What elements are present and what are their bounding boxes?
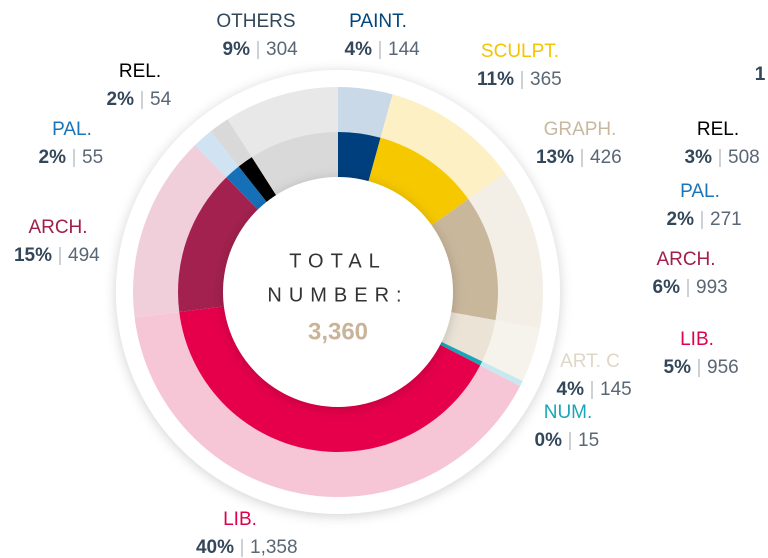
outer-arc (227, 87, 338, 159)
outer-arc (480, 319, 540, 381)
category-label: REL. (119, 61, 161, 82)
percent-label: 11% (477, 69, 514, 90)
center-label: TOTAL (289, 250, 387, 272)
category-label: PAINT. (349, 11, 407, 32)
outer-arc (466, 173, 543, 329)
percent-label: 13% (536, 147, 574, 168)
value-label: 144 (388, 39, 420, 60)
value-label: 54 (150, 89, 172, 110)
category-label: ART. C (560, 351, 620, 372)
inner-arc (367, 137, 469, 228)
outer-arc (194, 131, 240, 179)
labels: PAINT. 4% 144 SCULPT. 11% 365 GRAPH. 13% 426 ART.… (14, 11, 760, 558)
total: 3,360 (308, 318, 368, 345)
rings (133, 87, 543, 498)
outer-arc (134, 311, 521, 498)
value-label: 494 (68, 245, 100, 266)
percent-label: 2% (107, 89, 135, 110)
value-label: 271 (710, 209, 742, 230)
percent-label: 3% (685, 147, 713, 168)
category-label: SCULPT. (481, 41, 559, 62)
value-label: 304 (266, 39, 298, 60)
percent-label: 6% (653, 277, 681, 298)
inner-arc (179, 305, 481, 453)
value-label: 55 (82, 147, 103, 168)
value-label: 1,358 (250, 537, 298, 558)
inner-arc (338, 132, 381, 185)
category-label: REL. (697, 119, 739, 140)
percent-label: 0% (535, 430, 563, 451)
value-label: 508 (728, 147, 760, 168)
percent-label: 5% (664, 357, 692, 378)
value-label: 365 (530, 69, 562, 90)
inner-arc (437, 340, 483, 366)
value-label: 426 (590, 147, 622, 168)
inner-arc (238, 157, 278, 205)
value-label: 956 (707, 357, 739, 378)
outer-arc (210, 119, 253, 169)
percent-label: 4% (557, 379, 585, 400)
category-label: LIB. (680, 329, 714, 350)
outer-arc (478, 360, 523, 387)
center-label: NUMBER: (267, 284, 408, 306)
value-label: 993 (696, 277, 728, 298)
inner-arc (226, 166, 269, 212)
value-label: 15 (578, 430, 599, 451)
category-label: PAL. (52, 119, 92, 140)
value-label: 145 (600, 379, 632, 400)
category-label: NUM. (544, 402, 593, 423)
percent-label: 4% (345, 39, 373, 60)
category-label: OTHERS (216, 11, 295, 32)
category-label: ARCH. (28, 217, 87, 238)
outer-arc (133, 145, 228, 318)
outer-arc (380, 94, 505, 201)
inner-arc (429, 199, 498, 321)
percent-label: 15% (14, 245, 52, 266)
inner-arc (438, 311, 496, 362)
category-label: PAL. (680, 181, 720, 202)
percent-label: 2% (39, 147, 67, 168)
category-label: GRAPH. (544, 119, 617, 140)
outer-arc (338, 87, 393, 140)
center-disc (223, 177, 453, 407)
category-label: ARCH. (656, 249, 715, 270)
percent-label: 40% (196, 537, 234, 558)
percent-label: 2% (667, 209, 695, 230)
category-label: LIB. (223, 509, 257, 530)
cut-text: 1 (755, 64, 766, 85)
percent-label: 9% (223, 39, 251, 60)
inner-arc (178, 177, 260, 312)
